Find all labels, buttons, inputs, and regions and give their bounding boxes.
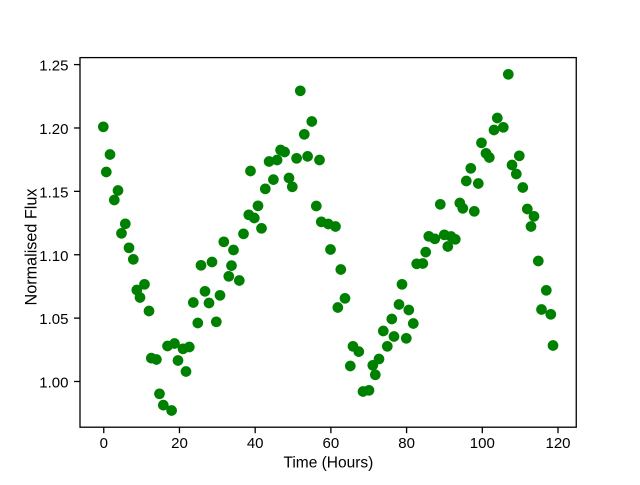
svg-text:40: 40	[247, 435, 264, 452]
svg-text:100: 100	[470, 435, 495, 452]
svg-text:1.20: 1.20	[39, 121, 68, 138]
svg-text:120: 120	[545, 435, 570, 452]
svg-text:1.25: 1.25	[39, 58, 68, 75]
svg-text:60: 60	[323, 435, 340, 452]
svg-text:Time (Hours): Time (Hours)	[283, 455, 373, 472]
svg-text:1.15: 1.15	[39, 184, 68, 201]
svg-text:1.10: 1.10	[39, 248, 68, 265]
svg-text:1.05: 1.05	[39, 311, 68, 328]
svg-text:80: 80	[398, 435, 415, 452]
svg-text:0: 0	[100, 435, 108, 452]
svg-text:20: 20	[171, 435, 188, 452]
svg-text:Normalised Flux: Normalised Flux	[22, 189, 40, 306]
svg-text:1.00: 1.00	[39, 375, 68, 392]
